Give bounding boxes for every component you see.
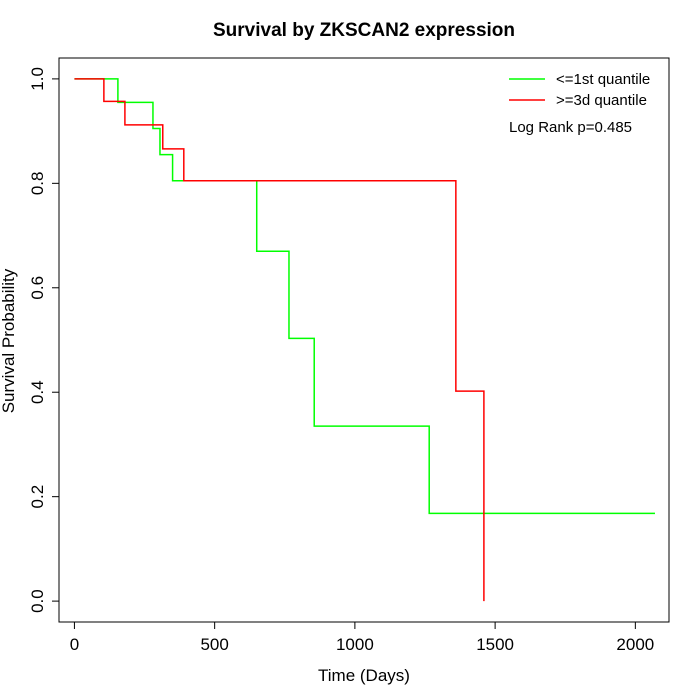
y-axis-label: Survival Probability	[0, 268, 18, 413]
x-tick-label: 500	[200, 635, 228, 654]
legend-label: >=3d quantile	[556, 92, 647, 109]
plot-frame	[58, 57, 670, 623]
y-tick-label: 1.0	[28, 67, 47, 91]
x-tick-label: 0	[70, 635, 79, 654]
legend-label: <=1st quantile	[556, 71, 650, 88]
series-layer	[74, 78, 655, 602]
survival-curve-series-2	[74, 78, 485, 602]
x-axis-label: Time (Days)	[318, 666, 410, 685]
legend: <=1st quantile >=3d quantile	[509, 71, 650, 109]
chart-title: Survival by ZKSCAN2 expression	[213, 20, 515, 41]
x-tick-label: 1000	[336, 635, 374, 654]
log-rank-annotation: Log Rank p=0.485	[509, 119, 632, 136]
survival-curve-series-1	[74, 78, 655, 515]
y-tick-label: 0.0	[28, 589, 47, 613]
y-tick-label: 0.4	[28, 380, 47, 404]
y-tick-label: 0.6	[28, 276, 47, 300]
x-axis: 0 500 1000 1500 2000	[70, 621, 654, 654]
x-tick-label: 1500	[476, 635, 514, 654]
y-tick-label: 0.8	[28, 172, 47, 196]
y-tick-label: 0.2	[28, 485, 47, 509]
x-tick-label: 2000	[616, 635, 654, 654]
y-axis: 0.0 0.2 0.4 0.6 0.8 1.0	[28, 67, 60, 613]
